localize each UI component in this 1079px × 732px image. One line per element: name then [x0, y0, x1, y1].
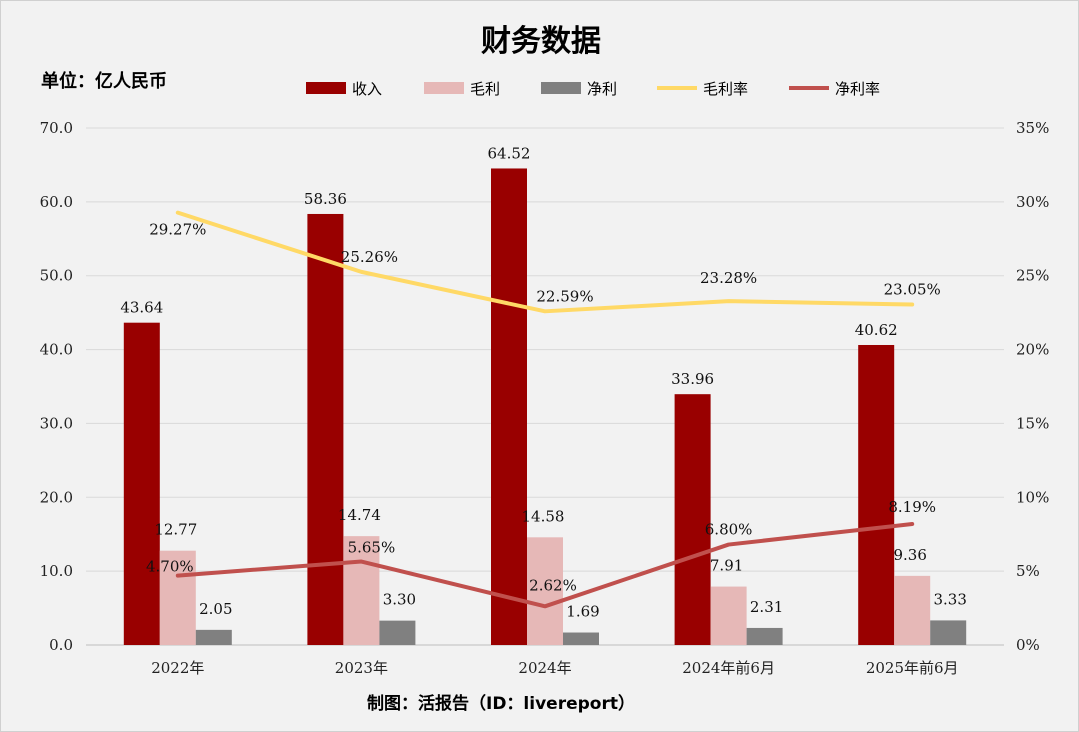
bar-label-收入: 40.62 [855, 321, 898, 339]
bar-label-净利: 2.31 [750, 598, 783, 616]
y-left-tick-label: 60.0 [40, 193, 73, 211]
bar-净利 [379, 620, 416, 645]
bar-收入 [307, 213, 344, 645]
bar-收入 [123, 322, 160, 645]
legend-label-净利率: 净利率 [835, 80, 880, 98]
y-right-tick-label: 15% [1016, 414, 1049, 432]
y-left-tick-label: 0.0 [49, 636, 73, 654]
bars [123, 168, 967, 646]
line-label-净利率: 4.70% [146, 558, 194, 576]
line-label-净利率: 8.19% [888, 498, 936, 516]
bar-label-收入: 58.36 [304, 190, 347, 208]
y-left-tick-label: 50.0 [40, 267, 73, 285]
bar-label-毛利: 12.77 [154, 521, 197, 539]
chart-title: 财务数据 [481, 24, 601, 59]
legend-label-净利: 净利 [587, 80, 617, 98]
line-净利率 [175, 522, 915, 609]
x-tick-label: 2024年 [518, 659, 571, 677]
y-right-tick-label: 10% [1016, 488, 1049, 506]
unit-label: 单位：亿人民币 [41, 70, 167, 92]
data-labels: 43.64 58.36 64.52 33.96 40.62 12.77 14.74 14.58… [120, 144, 967, 620]
credit-text: 制图：活报告（ID：livereport） [367, 693, 635, 714]
bar-毛利 [894, 575, 931, 645]
y-right-tick-label: 35% [1016, 119, 1049, 137]
legend: 收入 毛利 净利 毛利率 净利率 [306, 80, 880, 98]
y-left-tick-label: 10.0 [40, 562, 73, 580]
bar-label-毛利: 9.36 [893, 546, 926, 564]
bar-label-净利: 2.05 [199, 600, 232, 618]
x-tick-label: 2022年 [151, 659, 204, 677]
y-right-tick-label: 25% [1016, 267, 1049, 285]
x-tick-label: 2025年前6月 [866, 659, 959, 677]
bar-label-净利: 1.69 [566, 603, 599, 621]
bar-净利 [930, 620, 967, 645]
bar-毛利 [343, 536, 380, 645]
line-毛利率 [175, 210, 915, 314]
y-left-tick-label: 70.0 [40, 119, 73, 137]
y-right-tick-label: 5% [1016, 562, 1040, 580]
bar-label-收入: 64.52 [488, 144, 531, 162]
legend-swatch-毛利 [424, 82, 464, 94]
line-label-净利率: 6.80% [705, 521, 753, 539]
x-axis: 2022年 2023年 2024年 2024年前6月 2025年前6月 [151, 659, 958, 677]
bar-毛利 [527, 537, 563, 645]
line-label-毛利率: 23.28% [700, 269, 757, 287]
x-tick-label: 2023年 [335, 659, 388, 677]
bar-label-毛利: 14.74 [338, 506, 381, 524]
legend-label-毛利率: 毛利率 [703, 80, 748, 98]
legend-swatch-净利 [541, 82, 581, 94]
bar-净利 [746, 627, 783, 645]
line-label-毛利率: 25.26% [341, 248, 398, 266]
y-axis-left: 0.0 10.0 20.0 30.0 40.0 50.0 60.0 70.0 [40, 119, 73, 654]
bar-label-收入: 43.64 [120, 299, 163, 317]
x-tick-label: 2024年前6月 [682, 659, 775, 677]
line-label-毛利率: 22.59% [536, 287, 593, 305]
y-left-tick-label: 20.0 [40, 488, 73, 506]
y-left-tick-label: 30.0 [40, 414, 73, 432]
line-label-净利率: 2.62% [529, 576, 577, 594]
bar-收入 [491, 168, 527, 646]
legend-label-收入: 收入 [352, 80, 382, 98]
y-right-tick-label: 30% [1016, 193, 1049, 211]
bar-label-净利: 3.30 [383, 591, 416, 609]
bar-label-收入: 33.96 [671, 370, 714, 388]
legend-label-毛利: 毛利 [470, 80, 500, 98]
y-right-tick-label: 20% [1016, 341, 1049, 359]
bar-净利 [563, 632, 599, 645]
lines [175, 210, 915, 609]
legend-swatch-收入 [306, 82, 346, 94]
y-left-tick-label: 40.0 [40, 341, 73, 359]
bar-收入 [674, 394, 711, 645]
bar-label-毛利: 14.58 [522, 507, 565, 525]
y-right-tick-label: 0% [1016, 636, 1040, 654]
bar-label-毛利: 7.91 [710, 557, 743, 575]
bar-毛利 [159, 550, 196, 645]
bar-净利 [195, 629, 232, 645]
bar-毛利 [710, 586, 747, 645]
bar-收入 [858, 344, 895, 645]
line-label-毛利率: 23.05% [884, 281, 941, 299]
y-axis-right: 0% 5% 10% 15% 20% 25% 30% 35% [1016, 119, 1049, 654]
line-label-净利率: 5.65% [348, 539, 396, 557]
line-label-毛利率: 29.27% [149, 221, 206, 239]
bar-label-净利: 3.33 [933, 590, 966, 608]
